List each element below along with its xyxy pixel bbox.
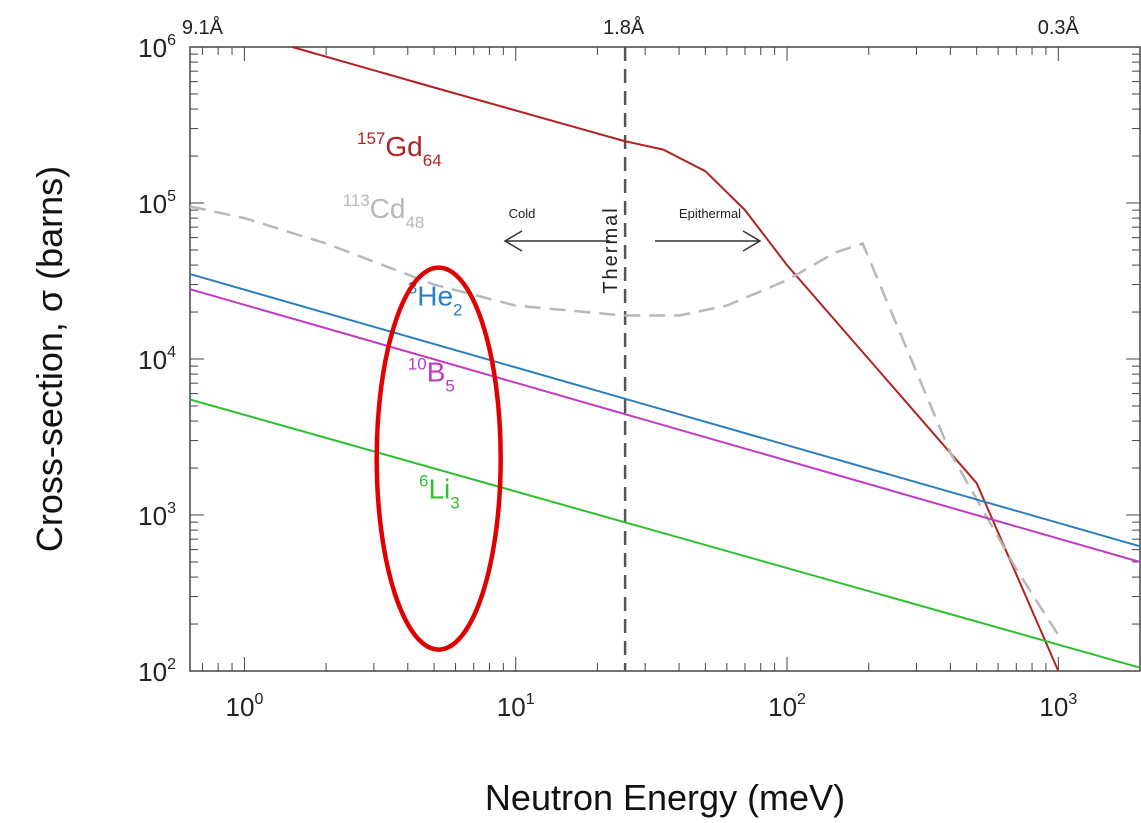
series-line-gd	[291, 46, 1060, 672]
top-axis-label: 9.1Å	[182, 16, 224, 39]
y-tick-label: 102	[138, 656, 176, 687]
y-tick-label: 103	[138, 500, 176, 531]
x-tick-label: 101	[497, 691, 535, 722]
tick-labels: 100 101 102 103 102 103 104 105 106	[138, 32, 1077, 722]
top-axis-labels: 9.1Å 1.8Å 0.3Å	[182, 16, 1080, 39]
top-axis-label: 0.3Å	[1038, 16, 1080, 39]
x-tick-label: 100	[226, 691, 264, 722]
minor-ticks	[190, 46, 1141, 672]
thermal-label: Thermal	[600, 206, 622, 293]
series-lines	[189, 46, 1141, 672]
epithermal-label: Epithermal	[679, 206, 741, 221]
x-axis-title: Neutron Energy (meV)	[485, 777, 845, 818]
thermal-region: Thermal Cold Epithermal	[503, 47, 762, 671]
highlight-ellipse	[374, 265, 503, 652]
series-line-li	[189, 398, 1141, 669]
series-label-b: 10B5	[408, 354, 455, 395]
series-label-li: 6Li3	[419, 471, 460, 512]
x-tick-label: 103	[1039, 691, 1077, 722]
plot-frame	[189, 46, 1141, 672]
series-line-he	[189, 273, 1141, 548]
series-line-cd	[189, 205, 1060, 636]
y-axis-title: Cross-section, σ (barns)	[29, 166, 70, 552]
y-tick-label: 104	[138, 344, 176, 375]
series-labels: 157Gd64 113Cd48 3He2 10B5 6Li3	[343, 129, 463, 512]
top-axis-label: 1.8Å	[603, 16, 645, 39]
series-label-gd: 157Gd64	[357, 129, 442, 170]
highlight-ellipse-shape	[374, 265, 503, 652]
series-label-he: 3He2	[408, 279, 463, 320]
cold-arrow-head	[503, 230, 523, 252]
y-tick-label: 105	[138, 188, 176, 219]
series-label-cd: 113Cd48	[343, 191, 425, 232]
epithermal-arrow-head	[742, 230, 762, 252]
series-line-b	[189, 288, 1141, 563]
x-tick-label: 102	[768, 691, 806, 722]
y-tick-label: 106	[138, 32, 176, 63]
cold-label: Cold	[509, 206, 536, 221]
